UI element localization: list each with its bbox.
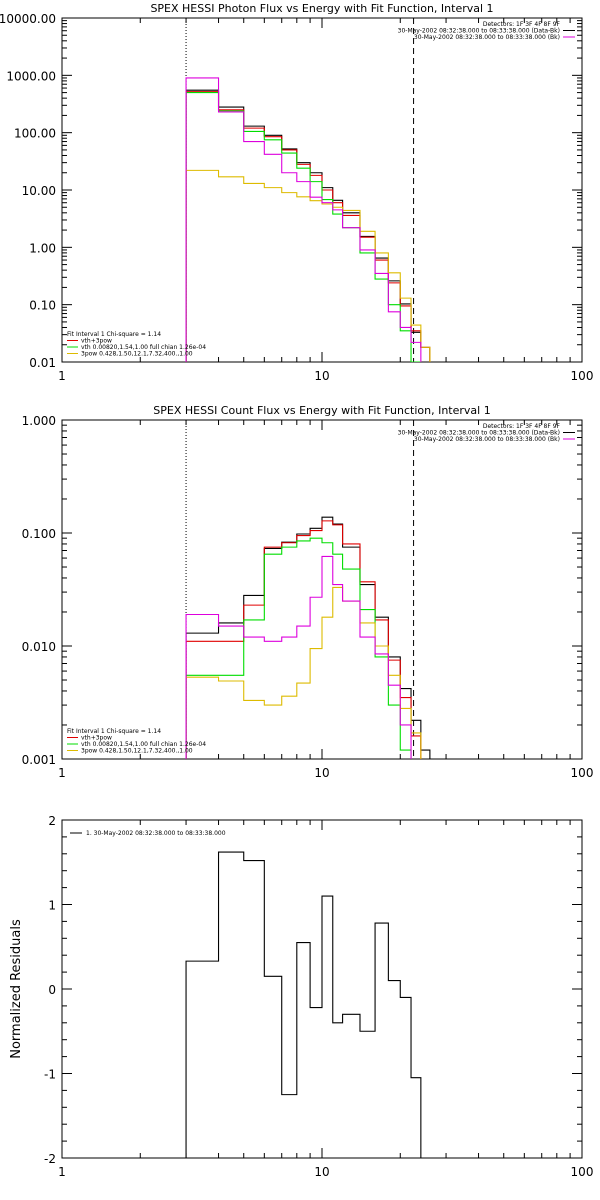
series-line-vth xyxy=(185,92,422,362)
y-tick-label: 0.010 xyxy=(22,640,56,654)
series-line-vth xyxy=(185,537,412,759)
y-tick-label: 0 xyxy=(48,983,56,997)
y-tick-label: 1.000 xyxy=(22,414,56,428)
series-line-vth-3pow xyxy=(185,520,422,759)
y-tick-label: 0.01 xyxy=(29,356,56,370)
fit-text: Fit Interval 1 Chi-square = 1.14 xyxy=(67,728,161,735)
y-axis-label: Normalized Residuals xyxy=(9,919,24,1059)
x-tick-label: 100 xyxy=(571,766,594,780)
legend-label: vth 0.00820,1.54,1.00 full chian 1.26e-0… xyxy=(81,344,206,351)
y-tick-label: 1 xyxy=(48,899,56,913)
series-line-3pow xyxy=(185,169,431,362)
legend-label: 3pow 0.428,1.50,12.1,7.32,400.,1.00 xyxy=(81,351,193,358)
series-group xyxy=(185,851,422,1158)
x-tick-label: 10 xyxy=(314,369,329,383)
series-group xyxy=(185,516,431,759)
legend-label: 1. 30-May-2002 08:32:38.000 to 08:33:38.… xyxy=(86,830,226,837)
y-tick-label: 1000.00 xyxy=(6,69,56,83)
x-tick-label: 100 xyxy=(571,369,594,383)
x-tick-label: 1 xyxy=(58,369,66,383)
y-tick-label: 2 xyxy=(48,814,56,828)
chart-title: SPEX HESSI Photon Flux vs Energy with Fi… xyxy=(150,2,493,15)
x-tick-label: 10 xyxy=(314,1165,329,1179)
series-line-data-bk xyxy=(185,516,431,759)
legend-label: vth 0.00820,1.54,1.00 full chian 1.26e-0… xyxy=(81,741,206,748)
info-line: Detectors: 1F 3F 4F 8F 9F xyxy=(483,423,561,430)
info-line: 30-May-2002 08:32:38.000 to 08:33:38.000… xyxy=(398,28,560,35)
x-tick-label: 10 xyxy=(314,766,329,780)
legend-label: 3pow 0.428,1.50,12.1,7.32,400.,1.00 xyxy=(81,748,193,755)
y-tick-label: 1.00 xyxy=(29,241,56,255)
x-tick-label: 1 xyxy=(58,766,66,780)
y-tick-label: -2 xyxy=(44,1152,56,1166)
y-tick-label: -1 xyxy=(44,1068,56,1082)
series-group xyxy=(185,77,431,362)
series-line-vth-3pow xyxy=(185,91,431,362)
series-line-bk xyxy=(185,77,422,362)
x-tick-label: 1 xyxy=(58,1165,66,1179)
y-tick-label: 10.00 xyxy=(22,184,56,198)
y-tick-label: 100.00 xyxy=(14,127,56,141)
info-line: 30-May-2002 08:32:38.000 to 08:33:38.000… xyxy=(414,34,560,41)
x-tick-label: 100 xyxy=(571,1165,594,1179)
chart-panel-3: 1 10 100 -2 -1 0 1 2 Normalized Residuals 1. 30-M… xyxy=(9,814,594,1179)
y-tick-label: 10000.00 xyxy=(0,12,56,26)
series-line-3pow xyxy=(185,586,422,759)
legend-label: vth+3pow xyxy=(81,338,112,345)
chart-panel-1: SPEX HESSI Photon Flux vs Energy with Fi… xyxy=(0,2,594,383)
series-line-residuals xyxy=(185,851,422,1158)
info-line: 30-May-2002 08:32:38.000 to 08:33:38.000… xyxy=(414,436,560,443)
series-line-data-bk xyxy=(185,89,431,362)
y-tick-label: 0.10 xyxy=(29,299,56,313)
y-tick-label: 0.001 xyxy=(22,753,56,767)
info-line: Detectors: 1F 3F 4F 8F 9F xyxy=(483,21,561,28)
series-line-bk xyxy=(185,555,412,759)
y-tick-label: 0.100 xyxy=(22,527,56,541)
info-line: 30-May-2002 08:32:38.000 to 08:33:38.000… xyxy=(398,430,560,437)
chart-panel-2: SPEX HESSI Count Flux vs Energy with Fit… xyxy=(22,404,594,780)
legend-label: vth+3pow xyxy=(81,735,112,742)
chart-title: SPEX HESSI Count Flux vs Energy with Fit… xyxy=(153,404,490,417)
fit-text: Fit Interval 1 Chi-square = 1.14 xyxy=(67,331,161,338)
